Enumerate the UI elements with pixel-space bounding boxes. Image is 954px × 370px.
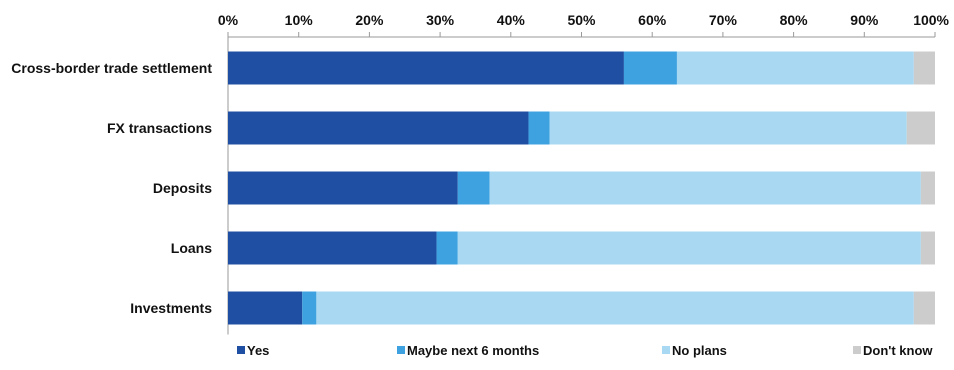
bar-maybe-next-6-months (528, 111, 550, 145)
legend: Yes Maybe next 6 months No plans Don't know (237, 343, 933, 358)
bar-yes (228, 171, 458, 205)
bar-don-t-know (920, 171, 935, 205)
legend-swatch-yes (237, 346, 245, 354)
legend-label-no-plans: No plans (672, 343, 727, 358)
category-label: Loans (171, 240, 212, 256)
bar-yes (228, 111, 529, 145)
category-label: Deposits (153, 180, 212, 196)
bar-don-t-know (913, 51, 935, 85)
category-label: Investments (130, 300, 212, 316)
bar-don-t-know (913, 291, 935, 325)
bar-maybe-next-6-months (457, 171, 490, 205)
bar-no-plans (316, 291, 914, 325)
bar-no-plans (549, 111, 907, 145)
legend-label-don-t-know: Don't know (863, 343, 933, 358)
bar-maybe-next-6-months (436, 231, 458, 265)
bar-no-plans (489, 171, 921, 205)
legend-swatch-no-plans (662, 346, 670, 354)
category-labels: Cross-border trade settlement FX transact… (11, 60, 212, 316)
bar-yes (228, 51, 624, 85)
bar-no-plans (457, 231, 921, 265)
bar-no-plans (676, 51, 914, 85)
legend-swatch-maybe-next-6-months (397, 346, 405, 354)
x-tick-label: 10% (285, 12, 314, 28)
x-tick-label: 40% (497, 12, 526, 28)
legend-label-yes: Yes (247, 343, 269, 358)
bar-don-t-know (920, 231, 935, 265)
legend-swatch-don-t-know (853, 346, 861, 354)
x-axis: 0% 10% 20% 30% 40% 50% 60% 70% 80% 90% 100% (218, 12, 950, 335)
bar-yes (228, 231, 437, 265)
bar-yes (228, 291, 303, 325)
category-label: Cross-border trade settlement (11, 60, 212, 76)
x-tick-label: 0% (218, 12, 239, 28)
x-tick-label: 80% (780, 12, 809, 28)
legend-label-maybe-next-6-months: Maybe next 6 months (407, 343, 539, 358)
x-tick-label: 30% (426, 12, 455, 28)
x-tick-label: 70% (709, 12, 738, 28)
x-tick-label: 20% (355, 12, 384, 28)
x-tick-label: 50% (567, 12, 596, 28)
bars (228, 51, 935, 325)
x-tick-label: 60% (638, 12, 667, 28)
bar-maybe-next-6-months (302, 291, 317, 325)
x-tick-label: 90% (850, 12, 879, 28)
category-label: FX transactions (107, 120, 212, 136)
bar-maybe-next-6-months (623, 51, 677, 85)
bar-don-t-know (906, 111, 935, 145)
x-tick-label: 100% (913, 12, 949, 28)
